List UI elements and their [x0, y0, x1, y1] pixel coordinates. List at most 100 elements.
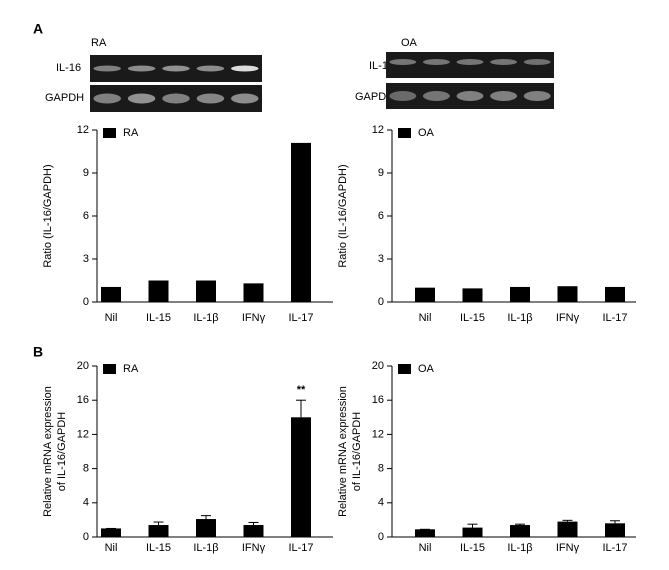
x-tick-label: IL-17	[288, 542, 313, 554]
legend-swatch	[103, 364, 116, 374]
y-axis-label: of IL-16/GAPDH	[351, 412, 363, 492]
gel-band	[127, 93, 156, 104]
y-axis-label: Relative mRNA expression	[337, 386, 349, 517]
gel-band	[456, 91, 484, 101]
gel-band	[490, 91, 518, 101]
error-bar	[515, 523, 525, 526]
gel-band	[127, 65, 156, 72]
x-tick-label: Nil	[419, 542, 432, 554]
bar	[148, 280, 169, 302]
y-tick-label: 20	[372, 360, 384, 372]
y-tick-label: 9	[378, 167, 384, 179]
error-bar	[562, 519, 573, 522]
error-bar	[467, 523, 478, 528]
bar	[196, 280, 216, 302]
y-axis-label: of IL-16/GAPDH	[56, 412, 68, 492]
y-tick-label: 0	[378, 296, 384, 308]
bar	[510, 286, 530, 302]
bar	[291, 417, 311, 537]
bar	[462, 288, 483, 302]
y-tick-label: 12	[372, 124, 384, 136]
gel-band	[196, 93, 225, 104]
y-tick-label: 3	[83, 253, 89, 265]
x-tick-label: Nil	[105, 542, 118, 554]
y-tick-label: 12	[77, 124, 89, 136]
x-tick-label: IFNγ	[556, 312, 580, 324]
error-bar	[201, 515, 211, 520]
gel-band	[456, 59, 484, 65]
gel-band	[389, 59, 417, 65]
bar	[415, 529, 435, 537]
legend-label: RA	[123, 363, 139, 375]
bar	[510, 525, 530, 537]
y-axis-label: Relative mRNA expression	[42, 386, 54, 517]
bar	[243, 525, 264, 537]
x-tick-label: IFNγ	[242, 312, 266, 324]
y-tick-label: 16	[372, 394, 384, 406]
bar	[101, 286, 121, 302]
bar	[148, 525, 169, 537]
error-bar	[610, 520, 620, 524]
y-tick-label: 8	[378, 463, 384, 475]
gel-band	[389, 91, 417, 101]
legend-swatch	[398, 364, 411, 374]
x-tick-label: IFNγ	[556, 542, 580, 554]
y-axis-label: Ratio (IL-16/GAPDH)	[42, 164, 54, 267]
significance-marker: **	[297, 384, 306, 396]
bar	[291, 142, 311, 302]
panel-label: A	[33, 21, 43, 37]
y-tick-label: 8	[83, 463, 89, 475]
y-tick-label: 3	[378, 253, 384, 265]
gel-sample: OA	[401, 37, 418, 49]
bar	[605, 286, 625, 302]
x-tick-label: IFNγ	[242, 542, 266, 554]
y-tick-label: 4	[83, 497, 89, 509]
error-bar	[153, 521, 164, 526]
x-tick-label: IL-15	[460, 542, 485, 554]
bar	[462, 527, 483, 537]
gel-band	[490, 59, 518, 65]
gel-band	[422, 59, 450, 65]
y-tick-label: 4	[378, 497, 384, 509]
gel-band	[231, 65, 259, 72]
x-tick-label: IL-17	[602, 542, 627, 554]
legend-label: RA	[123, 127, 139, 139]
gel-band	[93, 93, 121, 104]
x-tick-label: IL-17	[602, 312, 627, 324]
legend-label: OA	[418, 127, 435, 139]
x-tick-label: Nil	[105, 312, 118, 324]
y-tick-label: 0	[83, 531, 89, 543]
gels: RA IL-16 GAPDH OA IL-16 GAPDH	[45, 37, 418, 104]
x-tick-label: IL-1β	[193, 542, 218, 554]
gel-sample: RA	[91, 37, 107, 49]
gel-row-label: GAPDH	[45, 92, 84, 104]
bar	[557, 286, 578, 302]
y-tick-label: 12	[77, 428, 89, 440]
y-tick-label: 12	[372, 428, 384, 440]
y-tick-label: 6	[83, 210, 89, 222]
gel-band	[422, 91, 450, 101]
bar	[605, 523, 625, 537]
x-tick-label: IL-17	[288, 312, 313, 324]
gel-band	[231, 93, 259, 104]
y-tick-label: 6	[378, 210, 384, 222]
y-tick-label: 16	[77, 394, 89, 406]
y-tick-label: 9	[83, 167, 89, 179]
bar	[101, 528, 121, 537]
x-tick-label: Nil	[419, 312, 432, 324]
y-tick-label: 0	[83, 296, 89, 308]
error-bar	[248, 521, 259, 526]
y-tick-label: 0	[378, 531, 384, 543]
legend-swatch	[398, 128, 411, 138]
x-tick-label: IL-1β	[507, 542, 532, 554]
x-tick-label: IL-1β	[507, 312, 532, 324]
x-tick-label: IL-15	[460, 312, 485, 324]
y-tick-label: 20	[77, 360, 89, 372]
gel-row-label: GAPDH	[355, 91, 394, 103]
gel-band	[93, 65, 121, 72]
gel-row-label: IL-16	[56, 62, 81, 74]
gel-band	[162, 93, 190, 104]
x-tick-label: IL-15	[146, 542, 171, 554]
bar	[243, 283, 264, 302]
